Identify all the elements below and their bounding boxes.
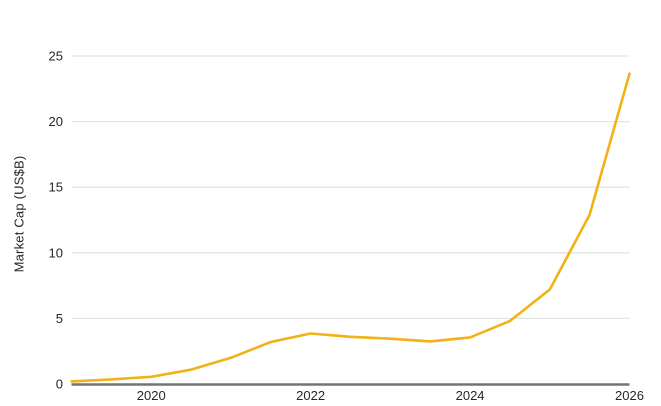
x-tick-label: 2022 xyxy=(296,388,325,403)
y-axis-label: Market Cap (US$B) xyxy=(11,155,27,273)
y-tick-label: 25 xyxy=(49,49,63,64)
x-tick-label: 2020 xyxy=(137,388,166,403)
y-tick-label: 0 xyxy=(56,377,63,392)
y-tick-label: 20 xyxy=(49,114,63,129)
market-cap-series-line xyxy=(70,72,631,383)
x-tick-label: 2026 xyxy=(615,388,644,403)
x-tick-label: 2024 xyxy=(456,388,485,403)
y-tick-label: 5 xyxy=(56,311,63,326)
y-tick-label: 15 xyxy=(49,180,63,195)
y-tick-label: 10 xyxy=(49,245,63,260)
